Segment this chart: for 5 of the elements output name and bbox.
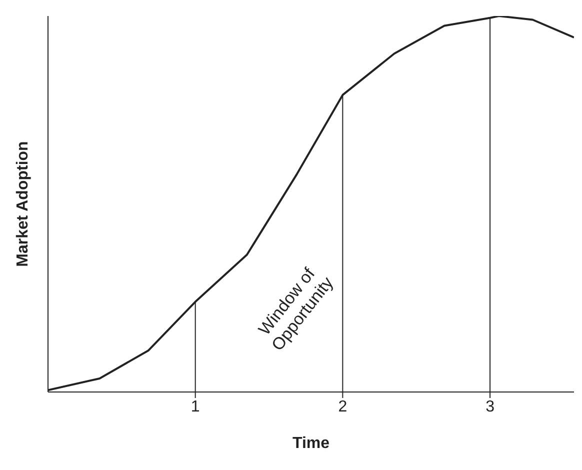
- y-axis-title: Market Adoption: [14, 141, 32, 267]
- x-tick-label: 1: [190, 398, 200, 416]
- x-tick-label: 3: [486, 398, 495, 416]
- x-tick-label: 2: [338, 398, 348, 416]
- x-axis-title: Time: [292, 435, 330, 452]
